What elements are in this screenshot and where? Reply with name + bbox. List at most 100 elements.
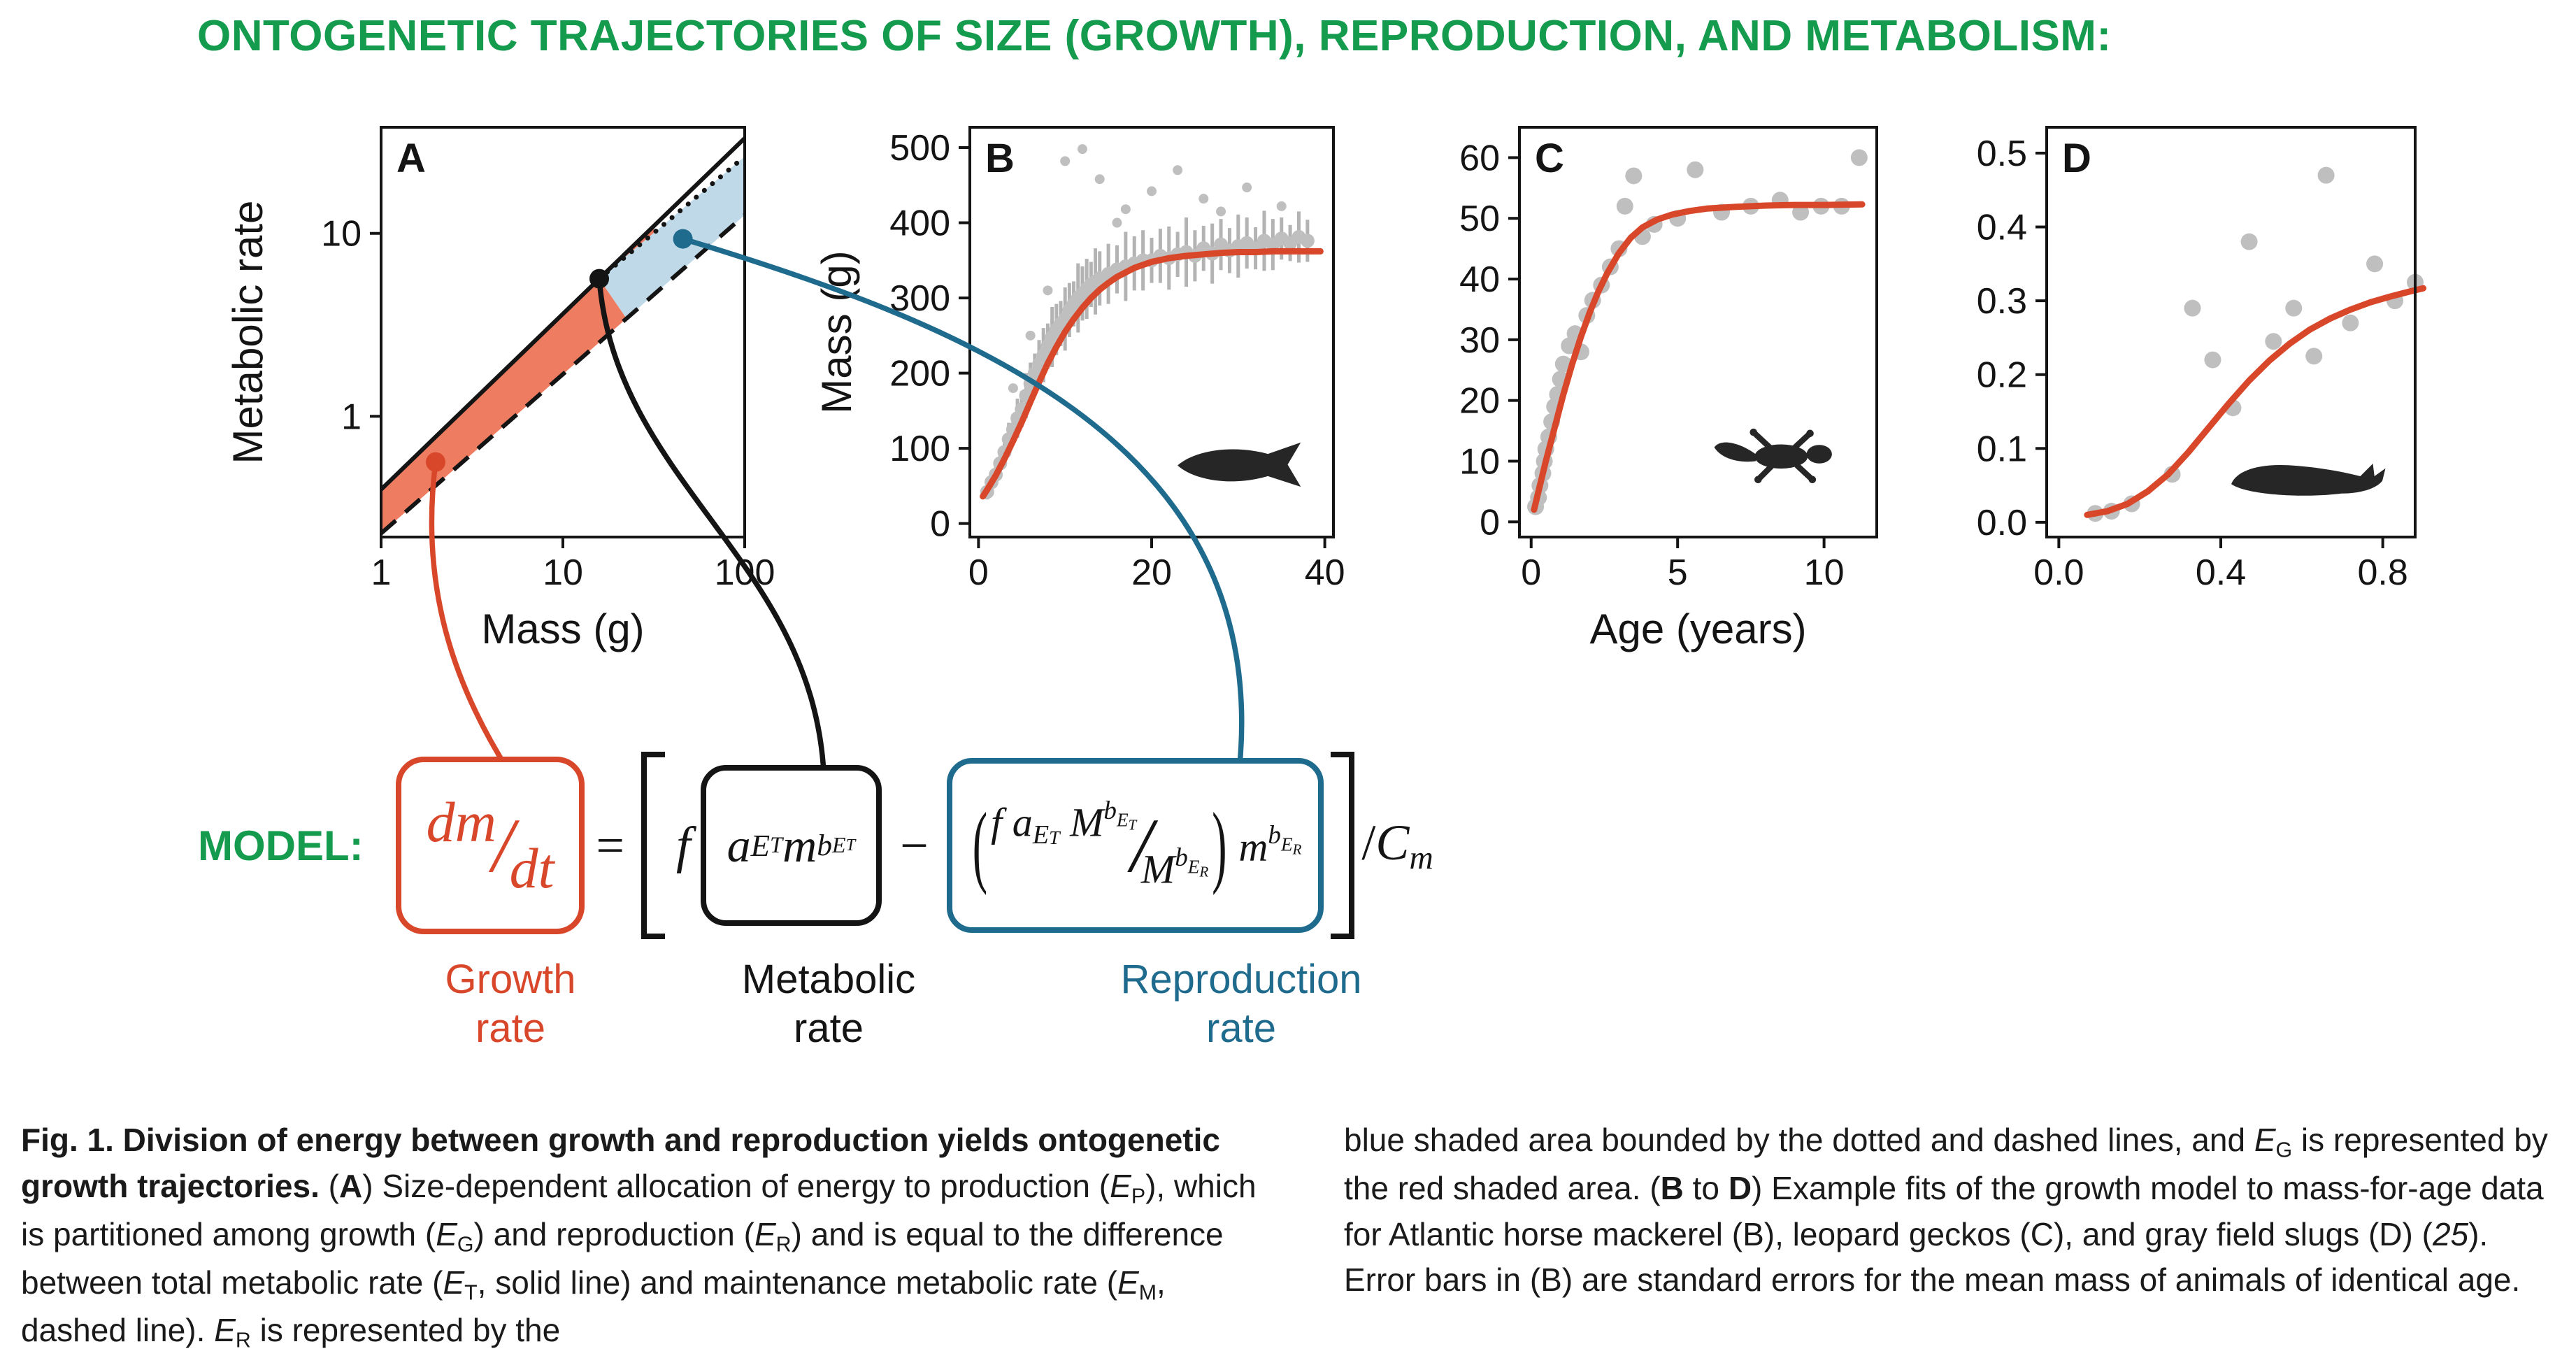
data-point (2317, 166, 2335, 184)
y-axis-label: Metabolic rate (224, 201, 271, 464)
data-point (1008, 383, 1018, 394)
data-point (1043, 285, 1053, 296)
growth-numerator: dm (426, 790, 496, 855)
y-tick-label: 60 (1459, 138, 1500, 178)
fit-curve (2084, 285, 2427, 518)
y-tick-label: 20 (1459, 381, 1500, 422)
x-axis-label: Age (years) (1589, 606, 1806, 652)
slug-icon (2231, 464, 2386, 496)
left-bracket (641, 752, 666, 939)
y-tick-label: 200 (889, 354, 950, 394)
panel-label: C (1535, 136, 1564, 181)
growth-point (426, 452, 445, 472)
data-point (2305, 348, 2323, 365)
y-tick-label: 0.1 (1977, 429, 2027, 469)
x-tick-label: 40 (1305, 552, 1345, 593)
data-point (1300, 234, 1315, 248)
data-point (1198, 194, 1209, 204)
data-point (1625, 167, 1643, 185)
x-tick-label: 5 (1668, 552, 1688, 593)
fraction-slash: / (492, 802, 514, 888)
x-tick-label: 0 (968, 552, 989, 593)
y-tick-label: 30 (1459, 320, 1500, 361)
data-point (1242, 183, 1252, 193)
x-axis-label: Mass (g) (481, 606, 644, 652)
data-point (2204, 351, 2221, 369)
data-point (1554, 355, 1572, 373)
data-point (2285, 299, 2303, 317)
y-tick-label: 500 (889, 128, 950, 169)
post-maturity-allocation-dotted-line (596, 154, 747, 282)
data-point (1060, 156, 1071, 166)
x-tick-label: 0 (1521, 552, 1541, 593)
right-bracket (1331, 752, 1355, 939)
panel-A: 1 10 100 1 10 A Mass (g) Metabolic rate (224, 126, 775, 652)
data-point (1276, 201, 1287, 211)
y-tick-label: 0 (930, 504, 950, 545)
fish-icon (1178, 442, 1301, 487)
data-point (2240, 233, 2258, 250)
data-point (1216, 206, 1226, 217)
reproduction-connector (680, 236, 1245, 775)
x-tick-label: 0.8 (2358, 552, 2408, 593)
fit-curve (1531, 201, 1866, 513)
y-tick-label: 10 (1459, 441, 1500, 482)
data-point (2184, 299, 2201, 317)
left-paren: ( (972, 794, 988, 896)
metabolic-connector (596, 276, 827, 775)
data-point (2366, 255, 2384, 273)
cost-term: /Cm (1361, 814, 1433, 877)
caption-left-column: Fig. 1. Division of energy between growt… (21, 1122, 1257, 1352)
maturity-point (589, 269, 609, 289)
fraction-slash: / (1131, 802, 1152, 888)
data-point (1077, 144, 1087, 155)
x-tick-label: 1 (371, 552, 392, 593)
y-tick-label: 10 (321, 214, 362, 255)
minus-sign: − (900, 817, 929, 873)
right-paren: ) (1212, 794, 1227, 896)
panel-C: 0 5 10 0 10 20 30 40 50 60 C Age (years) (1459, 126, 1878, 652)
y-tick-label: 0 (1480, 502, 1500, 543)
x-tick-label: 0.4 (2196, 552, 2246, 593)
panel-D: 0.0 0.4 0.8 0.0 0.1 0.2 0.3 0.4 0.5 D (1977, 126, 2427, 593)
y-tick-label: 100 (889, 429, 950, 469)
reproduction-denominator: MbER (1140, 843, 1209, 892)
x-tick-label: 20 (1131, 552, 1172, 593)
total-metabolic-rate-ET-solid-line (379, 136, 747, 492)
reproduction-rate-label: Reproduction rate (1120, 957, 1362, 1051)
data-point (1616, 197, 1633, 215)
y-tick-label: 50 (1459, 199, 1500, 239)
growth-denominator: dt (509, 836, 554, 900)
data-point (1687, 161, 1704, 178)
x-tick-label: 0.0 (2033, 552, 2084, 593)
data-point (1025, 330, 1036, 341)
y-tick-label: 0.5 (1977, 134, 2027, 174)
data-point (2342, 314, 2359, 331)
figure-title: ONTOGENETIC TRAJECTORIES OF SIZE (GROWTH… (197, 12, 2112, 60)
y-tick-label: 0.0 (1977, 503, 2027, 543)
fit-curve (980, 248, 1324, 500)
growth-rate-label: Growth rate (445, 957, 576, 1051)
panel-border (2045, 126, 2417, 538)
data-point (1173, 165, 1183, 176)
x-tick-label: 100 (715, 552, 775, 593)
data-point (2265, 333, 2282, 350)
caption-right-column: blue shaded area bounded by the dotted a… (1344, 1122, 2548, 1299)
growth-region-EG (381, 226, 654, 534)
y-tick-label: 40 (1459, 259, 1500, 300)
panel-label: D (2062, 136, 2091, 181)
x-tick-label: 10 (1804, 552, 1845, 593)
reproduction-rate-term: ( f aET MbET / MbER ) mbER (946, 758, 1324, 933)
y-tick-label: 0.3 (1977, 281, 2027, 322)
data-point (1120, 204, 1131, 215)
y-tick-label: 0.4 (1977, 208, 2027, 248)
equals-sign: = (596, 817, 625, 873)
panel-border (1518, 126, 1878, 538)
y-tick-label: 400 (889, 203, 950, 244)
y-tick-label: 0.2 (1977, 355, 2027, 396)
